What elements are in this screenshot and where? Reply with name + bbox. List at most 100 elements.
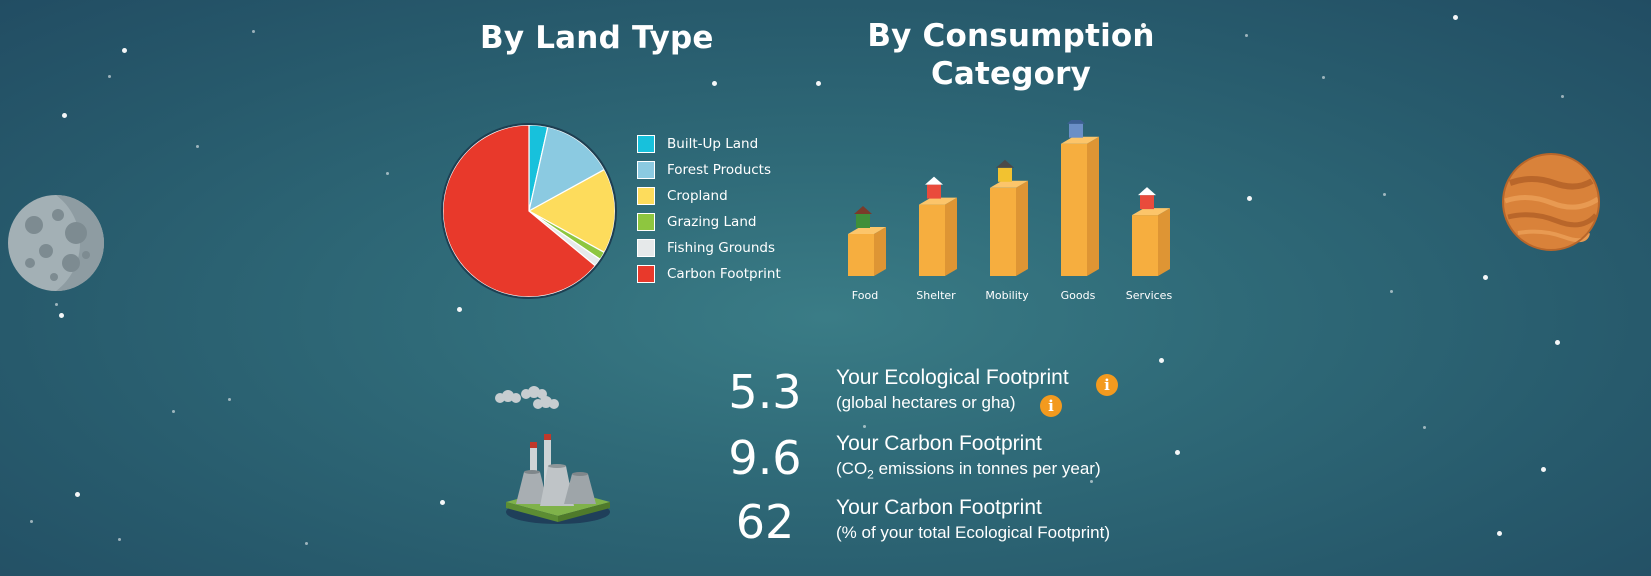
info-icon[interactable]: i (1040, 395, 1062, 417)
bar-label: Food (852, 289, 878, 302)
carbon-subtitle-subscript: 2 (867, 467, 874, 482)
legend-item: Forest Products (637, 157, 781, 183)
bar-front (1132, 215, 1158, 276)
legend-item: Fishing Grounds (637, 235, 781, 261)
factory-icon (495, 386, 610, 524)
legend-label: Carbon Footprint (667, 266, 781, 282)
ecological-footprint-subtitle: (global hectares or gha) (836, 393, 1016, 412)
legend-swatch (637, 161, 655, 179)
star (62, 113, 67, 118)
consumption-bar-svg: Food Shelter Mobility Goods Services (848, 115, 1172, 302)
star (440, 500, 445, 505)
ecological-footprint-title: Your Ecological Footprint (836, 366, 1069, 389)
legend-swatch (637, 135, 655, 153)
pie-slice (527, 168, 616, 254)
legend-label: Grazing Land (667, 214, 757, 230)
consumption-title-line1: By Consumption (867, 18, 1155, 54)
pie-slice (528, 126, 606, 213)
planet-icon (1502, 153, 1600, 251)
star (228, 398, 231, 401)
star (305, 542, 308, 545)
pie-slice (442, 124, 597, 298)
bar-side (1016, 180, 1028, 276)
bar-label: Goods (1061, 289, 1096, 302)
legend-item: Built-Up Land (637, 131, 781, 157)
legend-item: Grazing Land (637, 209, 781, 235)
star (1090, 480, 1093, 483)
star (1390, 290, 1393, 293)
legend-swatch (637, 187, 655, 205)
star (75, 492, 80, 497)
land-type-legend: Built-Up Land Forest Products Cropland Graz… (637, 131, 781, 287)
carbon-percent-value: 62 (735, 495, 795, 549)
star (457, 307, 462, 312)
bar-top (1061, 136, 1099, 144)
legend-item: Carbon Footprint (637, 261, 781, 287)
star (1383, 193, 1386, 196)
legend-item: Cropland (637, 183, 781, 209)
bar-side (1087, 136, 1099, 276)
star (712, 81, 717, 86)
carbon-percent-title: Your Carbon Footprint (836, 496, 1042, 519)
legend-swatch (637, 239, 655, 257)
star (108, 75, 111, 78)
star (1245, 34, 1248, 37)
bar-front (1061, 143, 1087, 276)
legend-swatch (637, 213, 655, 231)
legend-label: Cropland (667, 188, 728, 204)
star (122, 48, 127, 53)
star (1423, 426, 1426, 429)
star (196, 145, 199, 148)
star (386, 172, 389, 175)
ecological-footprint-row: 5.3 Your Ecological Footprint i (global … (700, 366, 1220, 426)
carbon-subtitle-post: emissions in tonnes per year) (873, 459, 1101, 478)
star (59, 313, 64, 318)
bar-top-icon (1067, 115, 1085, 138)
star (1541, 467, 1546, 472)
star (1555, 340, 1560, 345)
star (1141, 23, 1146, 28)
bar-side (1158, 208, 1170, 276)
bar-label: Shelter (916, 289, 956, 302)
star (30, 520, 33, 523)
legend-swatch (637, 265, 655, 283)
star (55, 303, 58, 306)
star (172, 410, 175, 413)
bar-front (848, 234, 874, 276)
bar-top (990, 180, 1028, 188)
carbon-subtitle-pre: (CO (836, 459, 868, 478)
bar-front (990, 187, 1016, 276)
carbon-footprint-row: 9.6 Your Carbon Footprint (CO2 emissions… (700, 432, 1220, 492)
star (1175, 450, 1180, 455)
star (1247, 196, 1252, 201)
star (1483, 275, 1488, 280)
star (252, 30, 255, 33)
bar-side (945, 197, 957, 276)
bar-top (919, 197, 957, 205)
land-type-pie-svg (441, 123, 617, 299)
star (1322, 76, 1325, 79)
ecological-footprint-value: 5.3 (728, 365, 802, 419)
land-type-pie-chart (440, 122, 618, 300)
moon-icon (8, 195, 104, 291)
bar-front (919, 204, 945, 276)
carbon-percent-row: 62 Your Carbon Footprint (% of your tota… (700, 496, 1220, 556)
carbon-percent-subtitle: (% of your total Ecological Footprint) (836, 523, 1111, 542)
info-icon[interactable]: i (1096, 374, 1118, 396)
bar-top-icon (854, 206, 872, 228)
star (1497, 531, 1502, 536)
bar-top-icon (996, 159, 1014, 182)
consumption-category-title: By Consumption Category (866, 17, 1156, 93)
star (118, 538, 121, 541)
pie-outline (441, 123, 617, 299)
land-type-title: By Land Type (480, 20, 714, 56)
bar-top (848, 227, 886, 234)
legend-label: Built-Up Land (667, 136, 759, 152)
star (1453, 15, 1458, 20)
carbon-footprint-title: Your Carbon Footprint (836, 432, 1042, 455)
bar-label: Mobility (985, 289, 1029, 302)
consumption-title-line2: Category (930, 56, 1092, 92)
bar-top-icon (925, 176, 943, 199)
consumption-bar-chart: Food Shelter Mobility Goods Services (840, 115, 1180, 310)
star (863, 425, 866, 428)
